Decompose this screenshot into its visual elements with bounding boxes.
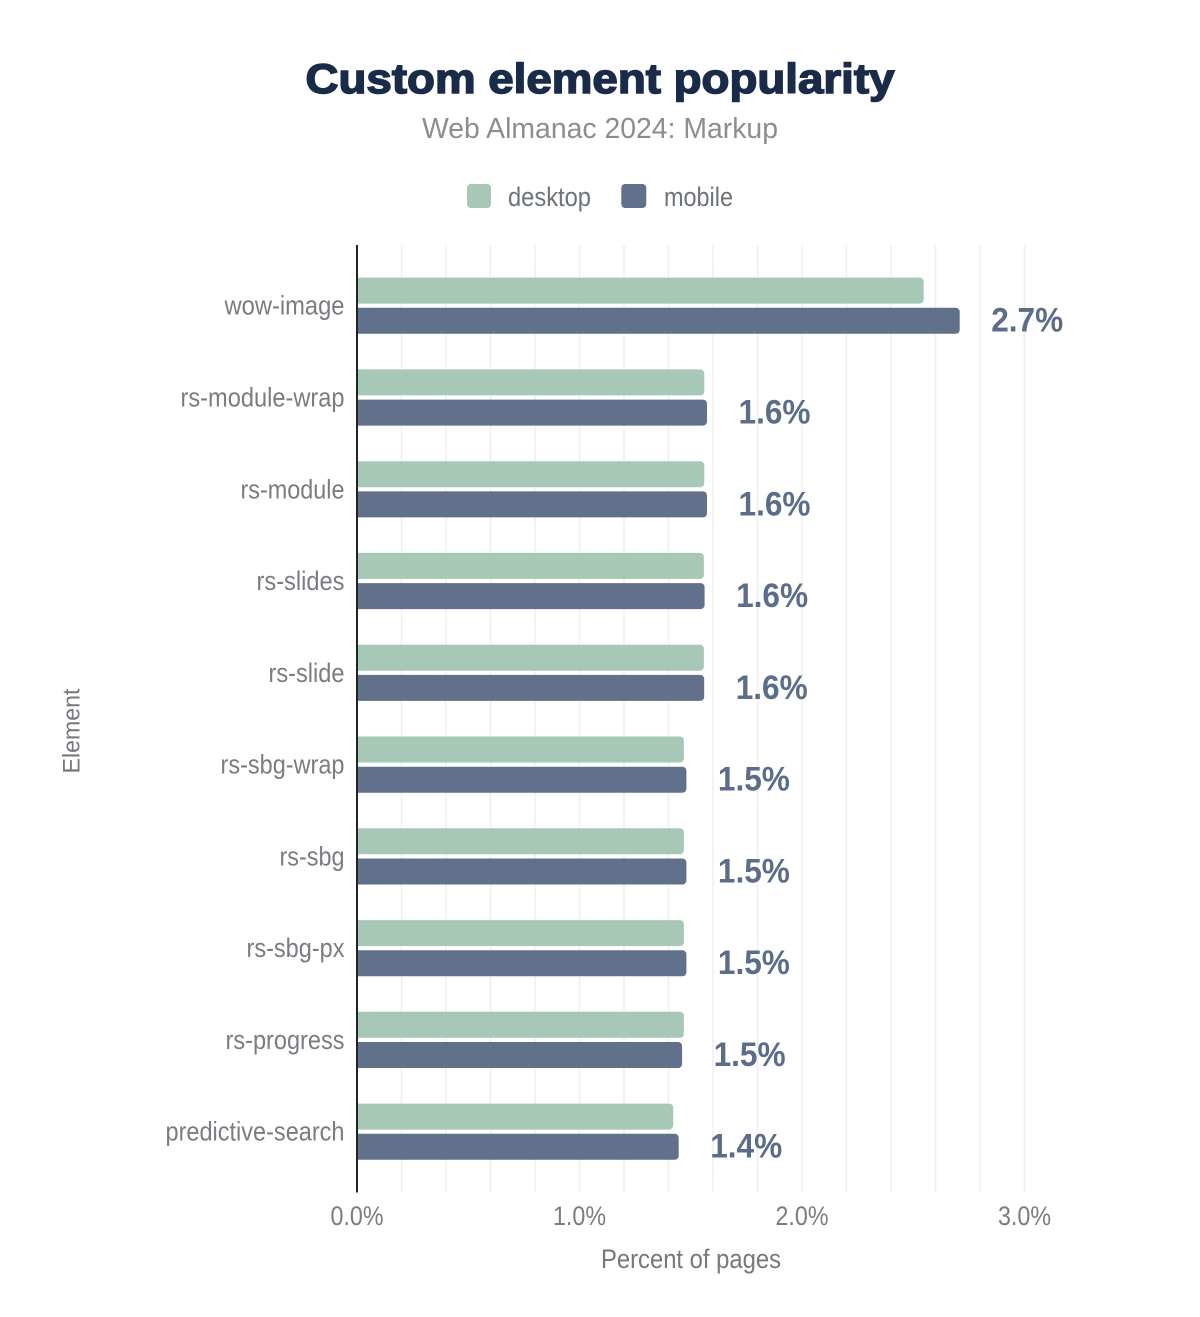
svg-text:1.4%: 1.4% bbox=[710, 1128, 782, 1166]
svg-text:rs-module-wrap: rs-module-wrap bbox=[181, 383, 345, 413]
svg-text:0.0%: 0.0% bbox=[331, 1201, 384, 1231]
svg-text:1.6%: 1.6% bbox=[736, 577, 808, 615]
svg-text:rs-slides: rs-slides bbox=[257, 566, 345, 596]
svg-text:rs-sbg-wrap: rs-sbg-wrap bbox=[221, 750, 345, 780]
svg-text:1.6%: 1.6% bbox=[736, 669, 808, 707]
svg-text:rs-sbg: rs-sbg bbox=[280, 841, 345, 871]
svg-text:mobile: mobile bbox=[664, 182, 733, 212]
svg-text:1.5%: 1.5% bbox=[714, 1036, 786, 1074]
svg-text:rs-module: rs-module bbox=[241, 474, 345, 504]
svg-text:rs-progress: rs-progress bbox=[226, 1025, 345, 1055]
svg-text:1.0%: 1.0% bbox=[553, 1201, 606, 1231]
svg-text:Custom element popularity: Custom element popularity bbox=[306, 55, 896, 102]
svg-text:Percent of pages: Percent of pages bbox=[601, 1244, 781, 1274]
svg-text:3.0%: 3.0% bbox=[998, 1201, 1051, 1231]
svg-text:Element: Element bbox=[59, 688, 86, 773]
svg-text:2.0%: 2.0% bbox=[776, 1201, 829, 1231]
svg-text:2.7%: 2.7% bbox=[991, 302, 1063, 340]
svg-text:1.6%: 1.6% bbox=[739, 485, 811, 523]
svg-text:rs-slide: rs-slide bbox=[269, 658, 345, 688]
svg-text:desktop: desktop bbox=[508, 182, 591, 212]
svg-text:wow-image: wow-image bbox=[224, 291, 345, 321]
svg-text:1.5%: 1.5% bbox=[718, 944, 790, 982]
svg-text:1.6%: 1.6% bbox=[739, 394, 811, 432]
svg-text:1.5%: 1.5% bbox=[718, 852, 790, 890]
svg-text:1.5%: 1.5% bbox=[718, 761, 790, 799]
svg-text:rs-sbg-px: rs-sbg-px bbox=[247, 933, 345, 963]
svg-text:predictive-search: predictive-search bbox=[166, 1117, 345, 1147]
svg-text:Web Almanac 2024: Markup: Web Almanac 2024: Markup bbox=[422, 113, 778, 145]
